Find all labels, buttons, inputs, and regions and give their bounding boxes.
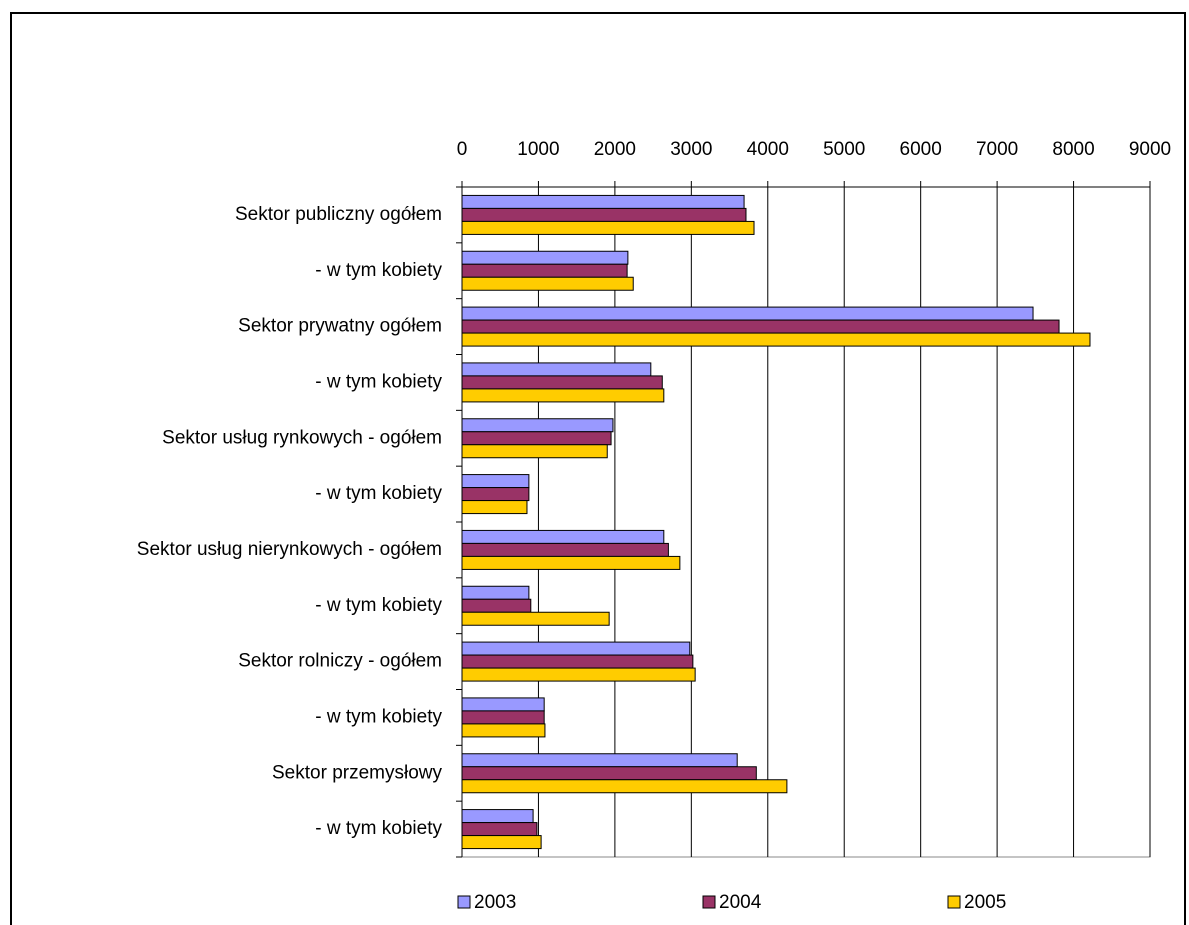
bar — [461, 611, 610, 626]
bar — [461, 220, 755, 235]
bar — [461, 753, 738, 768]
bar — [461, 555, 681, 570]
bar — [461, 306, 1034, 321]
legend-label: 2003 — [474, 892, 516, 913]
x-tick-label: 3000 — [670, 139, 712, 160]
bar — [461, 697, 545, 712]
bar — [461, 418, 614, 433]
y-tick-label: - w tym kobiety — [315, 818, 442, 839]
bar — [461, 474, 530, 489]
bar — [461, 194, 745, 209]
x-tick-label: 0 — [457, 139, 468, 160]
bar — [461, 207, 747, 222]
bar — [461, 667, 696, 682]
bar — [461, 585, 530, 600]
bar — [461, 332, 1091, 347]
x-tick-label: 2000 — [594, 139, 636, 160]
bar — [461, 598, 532, 613]
bar — [461, 319, 1060, 334]
legend-swatch — [457, 895, 471, 909]
plot-area — [461, 186, 1151, 858]
bar — [461, 766, 757, 781]
bar — [461, 388, 665, 403]
bar — [461, 529, 665, 544]
legend-swatch — [947, 895, 961, 909]
y-tick-label: - w tym kobiety — [315, 483, 442, 504]
bar — [461, 779, 788, 794]
y-tick-label: Sektor usług rynkowych - ogółem — [162, 427, 442, 448]
bar — [461, 487, 530, 502]
legend-swatch — [702, 895, 716, 909]
chart-frame — [10, 12, 1186, 925]
x-tick-label: 4000 — [747, 139, 789, 160]
bar — [461, 641, 691, 656]
x-tick-label: 7000 — [976, 139, 1018, 160]
bar — [461, 250, 629, 265]
x-tick-label: 6000 — [900, 139, 942, 160]
bar — [461, 710, 545, 725]
x-tick-label: 9000 — [1129, 139, 1171, 160]
y-tick-label: Sektor publiczny ogółem — [235, 204, 442, 225]
bar — [461, 835, 542, 850]
legend-label: 2004 — [719, 892, 762, 913]
bar — [461, 362, 652, 377]
x-tick-label: 8000 — [1052, 139, 1094, 160]
y-tick-label: Sektor usług nierynkowych - ogółem — [137, 539, 442, 560]
bar — [461, 276, 634, 291]
y-tick-label: - w tym kobiety — [315, 706, 442, 727]
bar — [461, 822, 538, 837]
legend-label: 2005 — [964, 892, 1006, 913]
y-tick-label: - w tym kobiety — [315, 595, 442, 616]
y-tick-label: - w tym kobiety — [315, 260, 442, 281]
bar — [461, 542, 669, 557]
bar — [461, 723, 546, 738]
y-tick-label: - w tym kobiety — [315, 371, 442, 392]
y-tick-label: Sektor prywatny ogółem — [238, 316, 442, 337]
y-tick-label: Sektor rolniczy - ogółem — [238, 651, 442, 672]
y-tick-label: Sektor przemysłowy — [272, 762, 442, 783]
bar — [461, 431, 612, 446]
bar — [461, 263, 628, 278]
x-tick-label: 1000 — [517, 139, 559, 160]
bar — [461, 444, 608, 459]
bar — [461, 809, 534, 824]
x-tick-label: 5000 — [823, 139, 865, 160]
bar — [461, 654, 694, 669]
bar — [461, 375, 663, 390]
bar — [461, 500, 528, 515]
